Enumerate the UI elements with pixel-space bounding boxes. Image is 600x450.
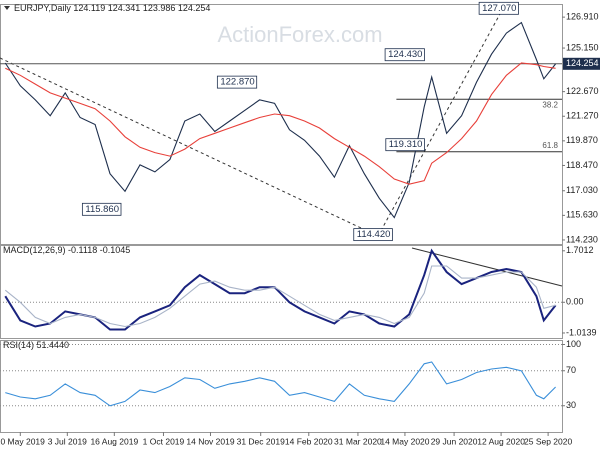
y-tick-label: 126.910 [566,12,599,22]
series-line [5,62,556,185]
series-line [5,361,556,407]
low: 123.986 [143,3,176,13]
annotation-label: 114.420 [357,229,391,240]
y-tick-label: 121.270 [566,111,599,121]
y-tick-label: 1.7012 [566,245,594,255]
x-tick-label: 31 Mar 2020 [334,436,382,446]
symbol: EURJPY,Daily [14,3,71,13]
annotation-box [81,202,122,216]
price-header: EURJPY,Daily 124.119 124.341 123.986 124… [14,3,210,13]
y-tick-label: 122.670 [566,86,599,96]
series-line [4,21,557,219]
x-tick-label: 29 Jun 2020 [431,436,478,446]
last-price-box [563,57,600,70]
annotation-label: 124.430 [388,49,422,60]
y-tick-label: 117.030 [566,185,598,195]
y-tick-label: 125.150 [566,42,599,52]
last-price-label: 124.254 [566,58,599,68]
high: 124.341 [108,3,141,13]
annotation-label: 127.070 [482,3,516,14]
open: 124.119 [73,3,105,13]
x-tick-label: 14 Nov 2019 [186,436,234,446]
y-tick-label: 114.230 [566,234,598,244]
trend-line [0,57,379,237]
y-tick-label: 100 [566,339,581,349]
x-tick-label: 14 May 2020 [380,436,429,446]
macd-header: MACD(12,26,9) -0.1118 -0.1045 [3,245,130,255]
series-line [4,265,556,328]
annotation-box [385,138,425,152]
macd-panel [0,245,563,339]
x-tick-label: 20 May 2019 [0,436,45,446]
x-tick-label: 25 Sep 2020 [524,436,572,446]
rsi-title: RSI(14) [3,340,34,350]
trend-line [377,13,501,237]
rsi-reading: 51.4440 [37,340,70,350]
y-tick-label: 70 [566,365,576,375]
series-line [4,248,557,331]
x-tick-label: 31 Dec 2019 [237,436,285,446]
annotation-box [216,75,258,89]
y-tick-label: 115.630 [566,210,598,220]
menu-icon [4,6,10,10]
annotation-label: 122.870 [220,77,254,88]
annotation-box [353,228,393,242]
x-tick-label: 14 Feb 2020 [285,436,333,446]
y-tick-label: -1.0139 [566,327,597,337]
y-tick-label: 118.470 [566,160,598,170]
y-tick-label: 119.870 [566,135,598,145]
macd-title: MACD(12,26,9) [3,245,66,255]
macd-reading: -0.1118 [68,245,97,255]
watermark: ActionForex.com [217,22,382,47]
y-tick-label: 30 [566,400,576,410]
x-tick-label: 1 Oct 2019 [143,436,185,446]
annotation-label: 119.310 [389,139,423,150]
annotation-label: 115.860 [85,204,119,215]
x-tick-label: 12 Aug 2020 [477,436,525,446]
fib-label: 61.8 [542,141,558,150]
x-tick-label: 3 Jul 2019 [48,436,87,446]
macd-trend-line [411,247,563,287]
rsi-header: RSI(14) 51.4440 [3,340,69,350]
close: 124.254 [178,3,211,13]
annotation-box [478,1,519,15]
y-tick-label: 0.00 [566,297,584,307]
x-tick-label: 16 Aug 2019 [90,436,138,446]
fib-label: 38.2 [542,100,558,109]
signal-reading: -0.1045 [100,245,131,255]
rsi-panel [0,340,563,433]
price-panel [0,4,563,245]
annotation-box [384,48,425,62]
